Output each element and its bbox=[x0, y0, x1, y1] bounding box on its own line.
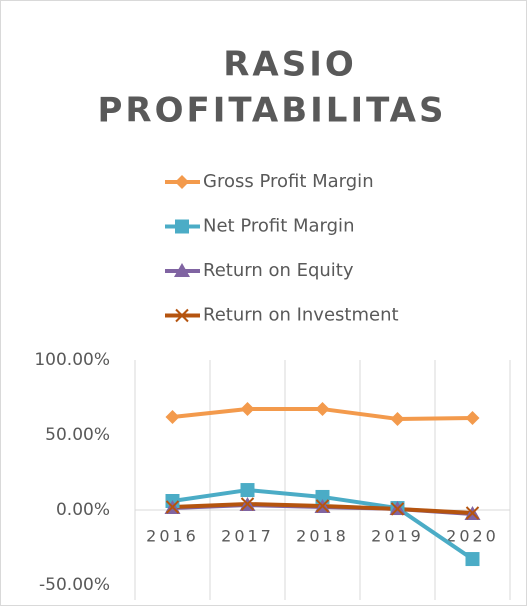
x-tick-label: 2016 bbox=[146, 527, 199, 546]
legend-label: Gross Profit Margin bbox=[203, 171, 374, 192]
marker bbox=[240, 402, 255, 417]
y-tick-label: 50.00% bbox=[45, 425, 110, 445]
marker bbox=[315, 499, 330, 513]
marker bbox=[165, 410, 180, 424]
marker bbox=[240, 497, 255, 511]
y-tick-label: -50.00% bbox=[39, 575, 110, 595]
legend-label: Net Profit Margin bbox=[203, 216, 354, 237]
marker bbox=[165, 500, 180, 514]
legend-label: Return on Investment bbox=[203, 305, 399, 326]
x-tick-label: 2017 bbox=[221, 527, 274, 546]
chart-title: RASIO bbox=[223, 45, 357, 85]
legend-marker bbox=[175, 308, 189, 323]
y-tick-label: 100.00% bbox=[34, 350, 110, 370]
y-tick-label: 0.00% bbox=[56, 500, 110, 520]
marker bbox=[465, 411, 480, 426]
legend-marker bbox=[175, 219, 189, 234]
legend-label: Return on Equity bbox=[203, 260, 354, 281]
x-tick-label: 2018 bbox=[296, 527, 349, 546]
marker bbox=[315, 402, 330, 417]
marker bbox=[240, 483, 255, 498]
x-tick-label: 2020 bbox=[446, 527, 499, 546]
marker bbox=[390, 502, 405, 516]
legend-marker bbox=[175, 175, 189, 189]
marker bbox=[465, 506, 480, 520]
legend-marker bbox=[174, 263, 190, 277]
marker bbox=[315, 489, 330, 504]
marker bbox=[390, 411, 405, 426]
x-tick-label: 2019 bbox=[371, 527, 424, 546]
marker bbox=[465, 552, 480, 567]
chart-title: PROFITABILITAS bbox=[98, 91, 447, 131]
